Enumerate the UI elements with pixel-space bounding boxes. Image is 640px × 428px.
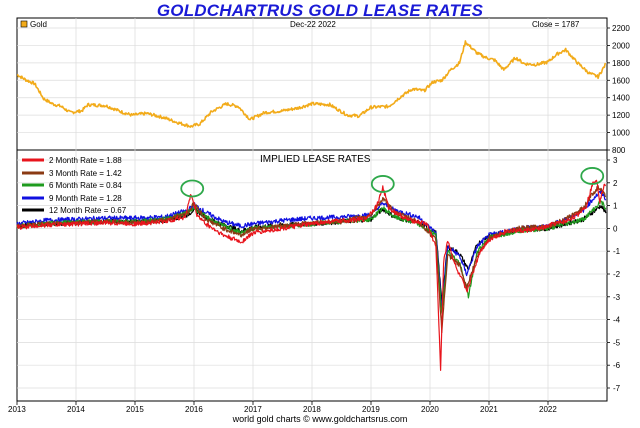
rate-legend: 2 Month Rate = 1.88 3 Month Rate = 1.42 … [22,156,127,215]
x-tick-label: 2021 [480,405,498,414]
gold-panel [16,40,607,128]
legend-label-3m: 3 Month Rate = 1.42 [49,169,122,178]
gold-y-tick-label: 2000 [612,41,630,50]
x-tick-label: 2022 [539,405,557,414]
x-tick-label: 2017 [244,405,262,414]
legend-label-12m: 12 Month Rate = 0.67 [49,206,127,215]
gold-y-tick-label: 1800 [612,59,630,68]
rate-y-tick-label: 2 [613,179,618,188]
chart-title: GOLDCHARTRUS GOLD LEASE RATES [156,1,484,20]
rate-y-tick-label: -7 [613,384,621,393]
gold-price-line [16,40,607,128]
grid-lines [17,18,607,401]
x-tick-label: 2015 [126,405,144,414]
x-tick-label: 2013 [8,405,26,414]
x-tick-label: 2020 [421,405,439,414]
rate-y-tick-label: -2 [613,270,621,279]
gold-y-tick-label: 1000 [612,129,630,138]
legend-label-6m: 6 Month Rate = 0.84 [49,181,122,190]
gold-legend-label: Gold [30,20,47,29]
x-tick-label: 2019 [362,405,380,414]
spike-highlight-circle [180,179,205,198]
footer-credit: world gold charts © www.goldchartsrus.co… [232,414,408,424]
gold-y-tick-label: 800 [612,146,626,155]
close-label: Close = 1787 [532,20,580,29]
gold-legend-swatch [20,20,28,28]
rate-y-tick-label: 1 [613,202,618,211]
rate-y-tick-label: -6 [613,361,621,370]
gold-y-tick-label: 1400 [612,94,630,103]
spike-highlight-circle [370,175,395,193]
lease-panel-title: IMPLIED LEASE RATES [260,154,371,165]
rate-y-tick-label: -1 [613,247,621,256]
legend-label-9m: 9 Month Rate = 1.28 [49,194,122,203]
gold-y-tick-label: 1600 [612,76,630,85]
highlight-circles [180,167,605,198]
gold-y-tick-label: 1200 [612,111,630,120]
rate-y-tick-label: 0 [613,224,618,233]
legend-label-2m: 2 Month Rate = 1.88 [49,156,122,165]
date-label: Dec-22 2022 [290,20,336,29]
rate-y-tick-label: -5 [613,338,621,347]
x-tick-label: 2018 [303,405,321,414]
rate-y-tick-label: 3 [613,156,618,165]
rate-line-2m [16,179,606,371]
lease-rate-panel [16,179,607,371]
spike-highlight-circle [580,167,605,185]
x-tick-label: 2014 [67,405,85,414]
rate-y-tick-label: -4 [613,316,621,325]
gold-y-tick-label: 2200 [612,24,630,33]
axis-labels: 800 1000 1200 1400 1600 1800 2000 2200 -7 -6 -5 -4 -… [8,24,630,414]
x-tick-label: 2016 [185,405,203,414]
rate-y-tick-label: -3 [613,293,621,302]
